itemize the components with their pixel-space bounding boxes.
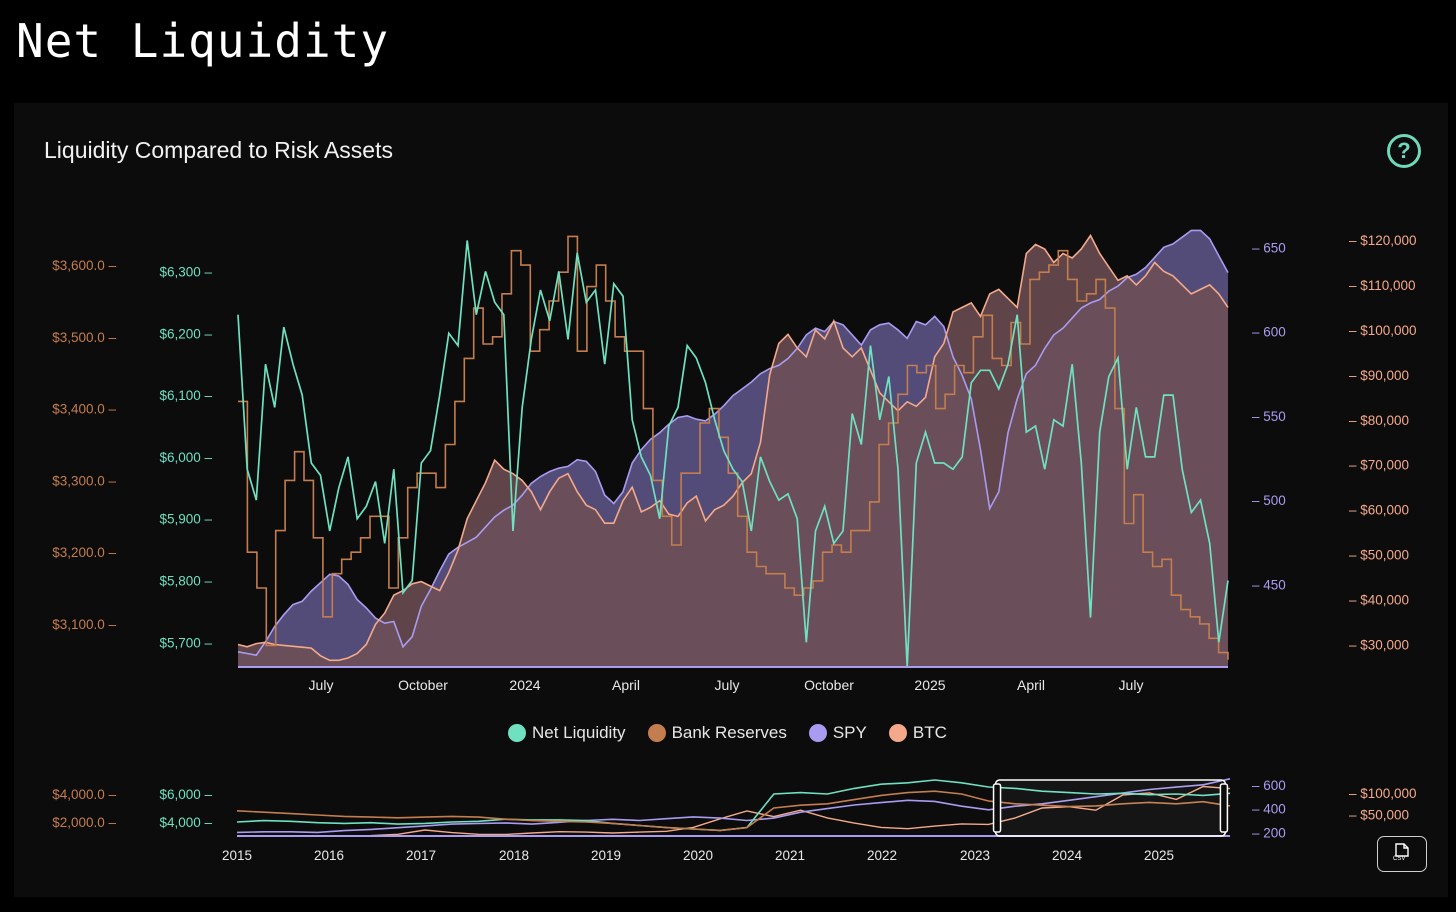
fed-assets-tick: $6,300 – xyxy=(159,264,212,279)
x-tick-label: April xyxy=(1017,677,1045,693)
btc-tick: – $60,000 xyxy=(1349,503,1409,518)
navigator-x-tick-label: 2022 xyxy=(867,848,897,863)
x-tick-label: October xyxy=(804,677,854,693)
spy-tick: – 550 xyxy=(1252,409,1286,424)
btc-tick: – $50,000 xyxy=(1349,548,1409,563)
btc-tick: – $90,000 xyxy=(1349,368,1409,383)
navigator-x-tick-label: 2020 xyxy=(683,848,713,863)
x-tick-label: 2024 xyxy=(509,677,540,693)
bank-reserves-tick: $3,600.0 – xyxy=(52,258,116,273)
x-tick-label: July xyxy=(1119,677,1144,693)
csv-label: CSV xyxy=(1393,856,1406,862)
btc-tick: – $80,000 xyxy=(1349,413,1409,428)
btc-tick: – $40,000 xyxy=(1349,593,1409,608)
legend-swatch xyxy=(647,724,666,742)
page-title: Net Liquidity xyxy=(16,14,390,68)
navigator-fed-tick: $4,000 – xyxy=(159,815,212,830)
navigator-spy-line xyxy=(236,778,1231,834)
legend-swatch xyxy=(888,724,907,742)
panel-title: Liquidity Compared to Risk Assets xyxy=(44,137,393,163)
x-tick-label: July xyxy=(309,677,334,693)
spy-tick: – 650 xyxy=(1252,240,1286,255)
navigator-btc-tick: – $100,000 xyxy=(1349,786,1417,801)
navigator-right-handle[interactable] xyxy=(1219,783,1229,833)
legend-item-spy[interactable]: SPY xyxy=(808,723,867,743)
btc-tick: – $100,000 xyxy=(1349,323,1417,338)
fed-assets-tick: $5,900 – xyxy=(159,512,212,527)
navigator-btc-tick: – $50,000 xyxy=(1349,807,1409,822)
legend-item-btc[interactable]: BTC xyxy=(888,723,947,743)
bank-reserves-tick: $3,500.0 – xyxy=(52,330,116,345)
navigator-spy-tick: – 400 xyxy=(1252,802,1286,817)
navigator-x-tick-label: 2016 xyxy=(314,848,344,863)
bank-reserves-tick: $3,200.0 – xyxy=(52,545,116,560)
bank-reserves-tick: $3,100.0 – xyxy=(52,617,116,632)
legend-label: Net Liquidity xyxy=(532,723,626,742)
spy-tick: – 500 xyxy=(1252,493,1286,508)
navigator-x-tick-label: 2017 xyxy=(406,848,436,863)
fed-assets-tick: $6,100 – xyxy=(159,388,212,403)
btc-tick: – $120,000 xyxy=(1349,233,1417,248)
navigator-x-tick-label: 2018 xyxy=(499,848,529,863)
navigator-x-tick-label: 2024 xyxy=(1052,848,1083,863)
navigator-x-tick-label: 2019 xyxy=(591,848,621,863)
navigator-fed-tick: $6,000 – xyxy=(159,787,212,802)
navigator-selection-window[interactable] xyxy=(994,779,1227,837)
legend-item-bank-reserves[interactable]: Bank Reserves xyxy=(647,723,787,743)
file-icon xyxy=(1395,843,1409,857)
bank-reserves-line xyxy=(238,235,1229,660)
legend-label: SPY xyxy=(832,723,867,742)
bank-reserves-tick: $3,300.0 – xyxy=(52,473,116,488)
navigator-x-tick-label: 2025 xyxy=(1144,848,1174,863)
btc-tick: – $30,000 xyxy=(1349,638,1409,653)
bank-reserves-tick: $3,400.0 – xyxy=(52,402,116,417)
help-icon[interactable]: ? xyxy=(1387,134,1421,168)
navigator-spy-tick: – 200 xyxy=(1252,825,1286,840)
fed-assets-tick: $5,800 – xyxy=(159,573,212,588)
navigator-left-handle[interactable] xyxy=(992,783,1002,833)
legend-label: BTC xyxy=(912,723,947,742)
spy-tick: – 450 xyxy=(1252,577,1286,592)
x-tick-label: October xyxy=(398,677,448,693)
navigator-x-tick-label: 2021 xyxy=(775,848,805,863)
spy-tick: – 600 xyxy=(1252,325,1286,340)
btc-tick: – $70,000 xyxy=(1349,458,1409,473)
legend-label: Bank Reserves xyxy=(671,723,787,742)
fed-assets-tick: $6,000 – xyxy=(159,450,212,465)
x-tick-label: 2025 xyxy=(914,677,945,693)
spy-line xyxy=(237,229,1229,657)
btc-tick: – $110,000 xyxy=(1349,278,1416,293)
fed-assets-tick: $6,200 – xyxy=(159,326,212,341)
navigator-reserves-tick: $4,000.0 – xyxy=(52,787,116,802)
legend: Net Liquidity Bank Reserves SPY BTC xyxy=(508,723,947,743)
navigator-x-tick-label: 2015 xyxy=(222,848,252,863)
navigator-x-tick-label: 2023 xyxy=(960,848,990,863)
csv-download-button[interactable]: CSV xyxy=(1377,836,1427,872)
x-tick-label: April xyxy=(612,677,640,693)
navigator-reserves-tick: $2,000.0 – xyxy=(52,815,116,830)
navigator-spy-tick: – 600 xyxy=(1252,778,1286,793)
fed-assets-tick: $5,700 – xyxy=(159,635,212,650)
btc-area xyxy=(238,235,1228,667)
legend-swatch xyxy=(508,724,526,742)
legend-swatch xyxy=(808,724,827,742)
legend-item-net-liquidity[interactable]: Net Liquidity xyxy=(508,723,626,743)
net-liquidity-line xyxy=(237,240,1229,668)
x-tick-label: July xyxy=(715,677,740,693)
navigator-bank-reserves-line xyxy=(236,790,1231,832)
